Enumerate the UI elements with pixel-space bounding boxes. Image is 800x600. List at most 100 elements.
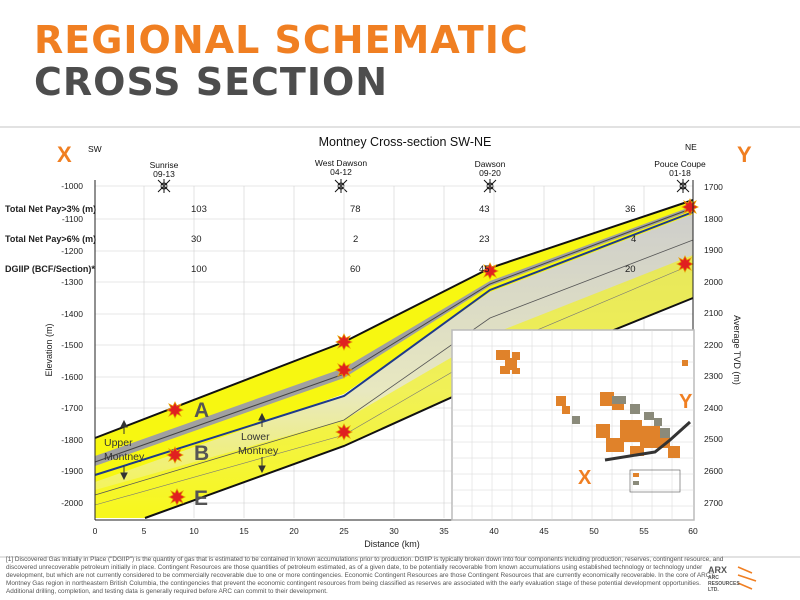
table-value-r1c2: 78: [350, 204, 361, 215]
table-value-r2c2: 2: [353, 234, 358, 245]
x-tick-7: 35: [439, 526, 449, 536]
upper-montney-label-1: Upper: [104, 437, 133, 449]
y-axis-right-label: Average TVD (m): [732, 315, 742, 385]
well-date-west-dawson: 04-12: [330, 167, 352, 177]
y-tick-left-5: -1500: [61, 340, 83, 350]
x-tick-11: 55: [639, 526, 649, 536]
y-axis-right-ticks: 1700 1800 1900 2000 2100 2200 2300 2400 …: [704, 182, 723, 508]
well-date-pouce-coupe: 01-18: [669, 168, 691, 178]
table-value-r2c4: 4: [631, 234, 636, 245]
chart-title: Montney Cross-section SW-NE: [319, 135, 492, 149]
y-tick-left-0: -1000: [61, 181, 83, 191]
table-value-r2c3: 23: [479, 234, 490, 245]
arc-logo-icon: [737, 566, 757, 590]
star-west-dawson-2: [335, 361, 353, 379]
x-tick-10: 50: [589, 526, 599, 536]
sw-label: SW: [88, 144, 102, 154]
logo-line-1: ARX: [708, 565, 728, 575]
logo-line-2: ARC: [708, 575, 719, 581]
y-tick-right-5: 2200: [704, 340, 723, 350]
y-tick-right-10: 2700: [704, 498, 723, 508]
blue-horizon-line: [94, 211, 694, 476]
x-tick-2: 10: [189, 526, 199, 536]
well-date-dawson: 09-20: [479, 168, 501, 178]
lower-thin-line: [94, 239, 694, 496]
star-west-dawson-1: [335, 333, 353, 351]
well-name-west-dawson: West Dawson: [315, 158, 368, 168]
table-value-r3c2: 60: [350, 264, 361, 275]
table-value-r1c1: 103: [191, 204, 207, 215]
star-sunrise-b: [166, 446, 184, 464]
upper-montney-grey-band: [95, 206, 693, 466]
table-value-r2c1: 30: [191, 234, 202, 245]
y-tick-left-8: -1800: [61, 435, 83, 445]
y-tick-left-9: -1900: [61, 466, 83, 476]
star-markers: [166, 198, 699, 506]
y-tick-right-7: 2400: [704, 403, 723, 413]
x-axis-label: Distance (km): [364, 539, 420, 549]
marker-y: Y: [737, 142, 752, 167]
well-name-dawson: Dawson: [475, 159, 506, 169]
y-tick-left-2: -1200: [61, 246, 83, 256]
middle-line: [94, 207, 694, 463]
zone-label-b: B: [194, 442, 209, 465]
y-tick-right-3: 2000: [704, 277, 723, 287]
star-dawson: [481, 262, 499, 280]
lower-thin-line-2: [94, 263, 694, 506]
x-tick-0: 0: [93, 526, 98, 536]
upper-montney-arrows: [120, 419, 128, 481]
footnote: [1] Discovered Gas Initially in Place ("…: [6, 556, 724, 595]
well-name-pouce-coupe: Pouce Coupe: [654, 159, 706, 169]
table-value-r3c1: 100: [191, 264, 207, 275]
star-sunrise-a: [166, 401, 184, 419]
lower-montney-label-2: Montney: [238, 445, 279, 457]
zone-label-a: A: [194, 399, 209, 422]
y-tick-left-3: -1300: [61, 277, 83, 287]
x-tick-3: 15: [239, 526, 249, 536]
well-name-sunrise: Sunrise: [150, 160, 179, 170]
y-tick-left-4: -1400: [61, 309, 83, 319]
table-value-r3c4: 20: [625, 264, 636, 275]
x-tick-4: 20: [289, 526, 299, 536]
x-tick-6: 30: [389, 526, 399, 536]
lower-montney-arrows: [258, 412, 266, 474]
logo-line-4: LTD.: [708, 587, 719, 593]
x-tick-5: 25: [339, 526, 349, 536]
y-tick-left-6: -1600: [61, 372, 83, 382]
star-west-dawson-3: [335, 423, 353, 441]
star-sunrise-e: [168, 488, 186, 506]
marker-x: X: [57, 142, 72, 167]
x-tick-1: 5: [142, 526, 147, 536]
y-tick-right-9: 2600: [704, 466, 723, 476]
top-montney-line: [94, 199, 694, 439]
arc-logo-text: ARX ARC RESOURCES LTD.: [708, 565, 740, 594]
inset-map: X Y: [451, 329, 695, 521]
slide-title-line1: REGIONAL SCHEMATIC: [34, 18, 529, 62]
y-tick-left-1: -1100: [62, 214, 83, 224]
star-pouce-coupe-2: [676, 255, 694, 273]
well-date-sunrise: 09-13: [153, 169, 175, 179]
y-tick-right-4: 2100: [704, 308, 723, 318]
inset-y-label: Y: [679, 391, 693, 413]
y-tick-right-2: 1900: [704, 245, 723, 255]
y-tick-right-1: 1800: [704, 214, 723, 224]
ne-label: NE: [685, 142, 697, 152]
table-row-label-2: Total Net Pay>6% (m): [5, 234, 96, 244]
x-tick-12: 60: [688, 526, 698, 536]
y-axis-left-label: Elevation (m): [44, 323, 54, 376]
logo-line-3: RESOURCES: [708, 581, 740, 587]
y-tick-left-10: -2000: [61, 498, 83, 508]
table-value-r3c3: 45: [479, 264, 490, 275]
table-value-r1c3: 43: [479, 204, 490, 215]
lower-montney-label-1: Lower: [241, 431, 270, 443]
y-tick-right-0: 1700: [704, 182, 723, 192]
x-axis-ticks: 0 5 10 15 20 25 30 35 40 45 50 55 60: [93, 526, 698, 536]
zone-label-e: E: [194, 487, 208, 510]
y-tick-right-6: 2300: [704, 371, 723, 381]
upper-montney-label-2: Montney: [104, 451, 145, 463]
table-row-label-1: Total Net Pay>3% (m): [5, 204, 96, 214]
y-tick-right-8: 2500: [704, 434, 723, 444]
table-row-label-3: DGIIP (BCF/Section)*: [5, 264, 95, 274]
y-tick-left-7: -1700: [61, 403, 83, 413]
